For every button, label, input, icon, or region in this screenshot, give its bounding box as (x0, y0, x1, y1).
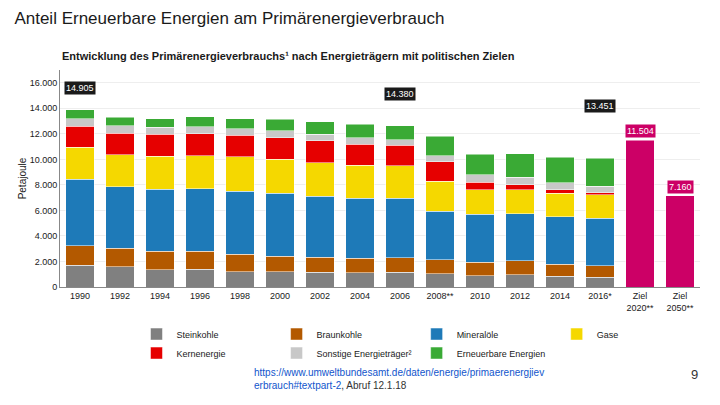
svg-text:Petajoule: Petajoule (17, 157, 28, 199)
svg-text:8.000: 8.000 (35, 180, 58, 190)
svg-text:1992: 1992 (110, 291, 130, 301)
svg-text:0: 0 (52, 282, 57, 292)
svg-text:4.000: 4.000 (35, 231, 58, 241)
svg-text:2000: 2000 (270, 291, 290, 301)
svg-text:Braunkohle: Braunkohle (317, 330, 363, 340)
svg-text:1994: 1994 (150, 291, 170, 301)
svg-text:14.380: 14.380 (386, 89, 414, 99)
svg-text:2014: 2014 (550, 291, 570, 301)
svg-text:Gase: Gase (597, 330, 619, 340)
svg-text:12.000: 12.000 (30, 129, 58, 139)
svg-text:Sonstige Energieträger²: Sonstige Energieträger² (317, 349, 412, 359)
svg-text:1998: 1998 (230, 291, 250, 301)
svg-text:Mineralöle: Mineralöle (457, 330, 499, 340)
svg-text:11.504: 11.504 (627, 126, 654, 136)
svg-text:9: 9 (691, 367, 698, 382)
svg-text:14.905: 14.905 (66, 83, 94, 93)
svg-text:Anteil Erneuerbare Energien am: Anteil Erneuerbare Energien am Primärene… (14, 9, 444, 28)
svg-text:2008**: 2008** (426, 291, 454, 301)
svg-text:2004: 2004 (350, 291, 370, 301)
svg-text:6.000: 6.000 (35, 206, 58, 216)
svg-text:10.000: 10.000 (30, 155, 58, 165)
svg-text:Entwicklung des Primärenergiev: Entwicklung des Primärenergieverbrauchs¹… (62, 50, 515, 62)
svg-text:Ziel2050**: Ziel2050** (666, 291, 694, 313)
svg-text:1996: 1996 (190, 291, 210, 301)
svg-text:1990: 1990 (70, 291, 90, 301)
svg-text:2016*: 2016* (588, 291, 612, 301)
svg-text:2002: 2002 (310, 291, 330, 301)
svg-text:Kernenergie: Kernenergie (177, 349, 226, 359)
svg-text:Steinkohle: Steinkohle (177, 330, 219, 340)
svg-text:Erneuerbare Energien: Erneuerbare Energien (457, 349, 546, 359)
svg-text:7.160: 7.160 (669, 182, 692, 192)
svg-text:16.000: 16.000 (30, 78, 58, 88)
svg-text:2010: 2010 (470, 291, 490, 301)
svg-text:14.000: 14.000 (30, 103, 58, 113)
svg-text:2006: 2006 (390, 291, 410, 301)
svg-text:Ziel2020**: Ziel2020** (626, 291, 654, 313)
svg-text:2.000: 2.000 (35, 257, 58, 267)
svg-text:13.451: 13.451 (586, 101, 614, 111)
svg-text:2012: 2012 (510, 291, 530, 301)
svg-text:https://www.umweltbundesamt.de: https://www.umweltbundesamt.de/daten/ene… (254, 367, 544, 391)
